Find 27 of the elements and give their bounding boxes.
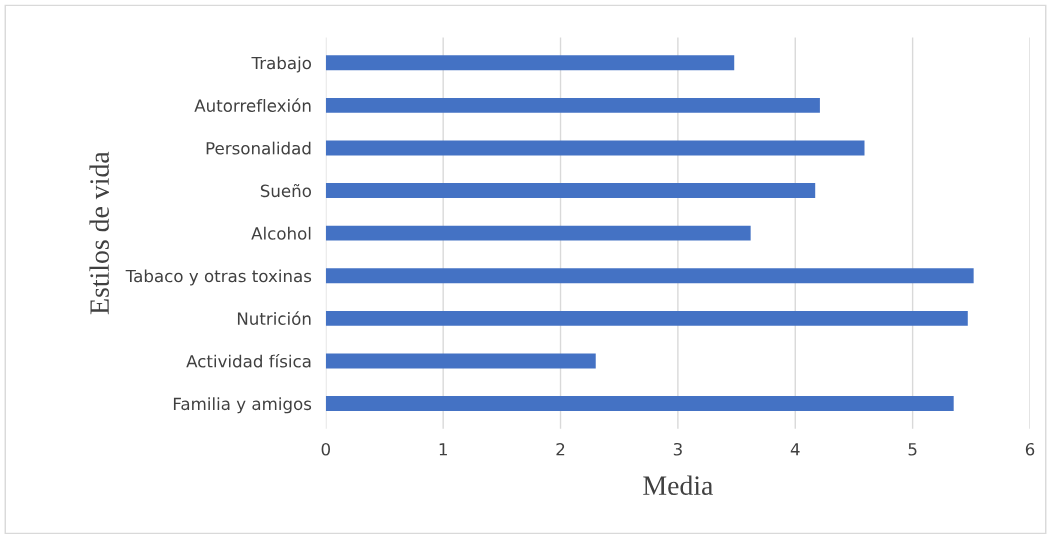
x-tick-label: 0: [321, 442, 331, 456]
y-tick-label: Tabaco y otras toxinas: [125, 269, 312, 286]
bar: [325, 183, 816, 199]
y-axis-title: Estilos de vida: [89, 151, 109, 315]
y-tick-label: Autorreflexión: [194, 98, 311, 112]
bar: [325, 55, 735, 71]
y-tick-label: Familia y amigos: [173, 397, 312, 414]
bar: [325, 268, 974, 284]
y-tick-label: Personalidad: [206, 141, 311, 155]
y-tick-label: Alcohol: [251, 226, 311, 240]
bar: [325, 353, 596, 369]
x-tick-label: 1: [439, 443, 447, 456]
x-tick-label: 6: [1025, 442, 1035, 456]
bar: [325, 225, 751, 241]
x-tick-label: 2: [556, 442, 565, 456]
bar: [325, 140, 865, 156]
y-tick-label: Actividad física: [186, 353, 311, 368]
x-tick-label: 5: [908, 443, 917, 456]
x-tick-label: 4: [790, 443, 800, 456]
bar: [325, 310, 968, 326]
x-tick-label: 3: [673, 442, 682, 456]
x-axis-title: Media: [643, 475, 713, 496]
bar: [325, 97, 820, 113]
bar: [325, 396, 954, 412]
y-tick-label: Nutrición: [237, 311, 311, 325]
y-tick-label: Trabajo: [251, 56, 312, 73]
y-tick-label: Sueño: [260, 183, 312, 198]
